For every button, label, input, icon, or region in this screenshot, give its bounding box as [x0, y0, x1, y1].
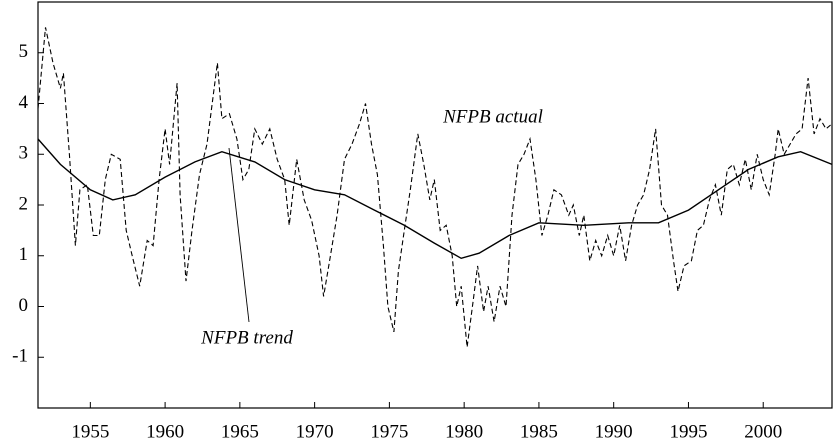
series-line — [37, 138, 833, 260]
y-tick-label: 1 — [19, 244, 29, 265]
annotation-leader — [228, 147, 250, 323]
x-tick-label: 1990 — [595, 421, 633, 442]
x-tick-label: 1955 — [71, 421, 109, 442]
x-tick-label: 1965 — [221, 421, 259, 442]
x-tick-label: 1975 — [370, 421, 408, 442]
y-tick-label: 2 — [19, 193, 29, 214]
x-tick-label: 1980 — [445, 421, 483, 442]
y-tick-label: -1 — [12, 346, 28, 367]
y-tick-label: 0 — [19, 295, 29, 316]
series-line — [37, 27, 833, 348]
x-tick-label: 1960 — [146, 421, 184, 442]
y-tick-label: 5 — [19, 41, 29, 62]
x-tick-label: 1970 — [296, 421, 334, 442]
series-annotation: NFPB trend — [200, 327, 293, 348]
x-tick-label: 2000 — [744, 421, 782, 442]
x-tick-label: 1985 — [520, 421, 558, 442]
y-tick-label: 4 — [19, 92, 29, 113]
x-tick-label: 1995 — [669, 421, 707, 442]
series-annotation: NFPB actual — [442, 106, 543, 127]
y-tick-label: 3 — [19, 143, 29, 164]
